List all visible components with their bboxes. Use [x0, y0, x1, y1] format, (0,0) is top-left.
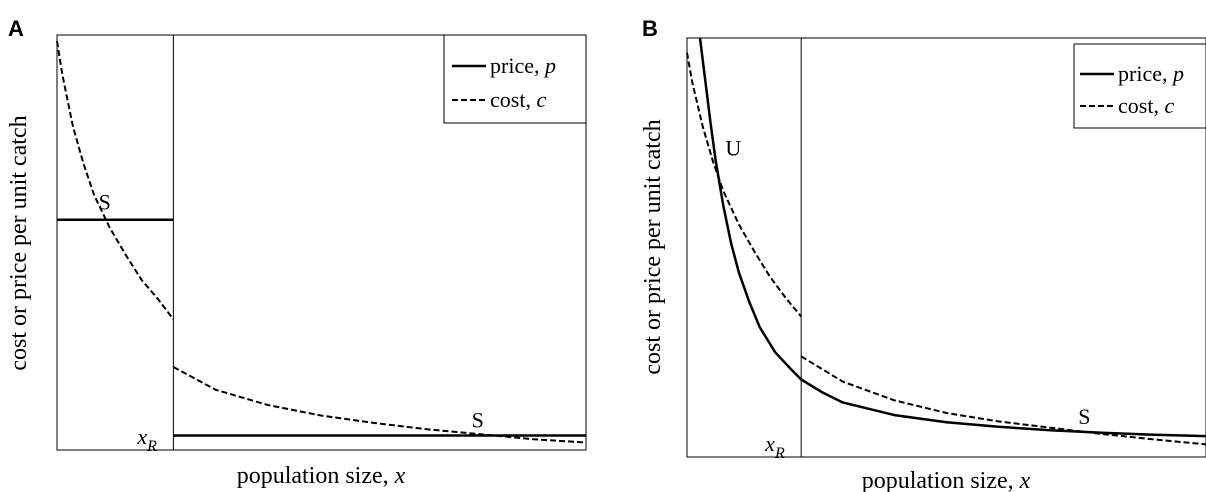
panel-a: A price, p cost, c xR population size, x… [6, 16, 587, 489]
plot-frame-b [686, 37, 1206, 458]
legend-box-a [443, 34, 587, 124]
panel-letter-b: B [642, 16, 658, 41]
x-axis-label-a: population size, x [237, 463, 406, 489]
annotations-a: SS [99, 190, 484, 433]
panel-letter-a: A [8, 16, 24, 41]
cost-line-segment-2-b [800, 355, 1206, 446]
equilibrium-label-2-a: S [472, 407, 484, 432]
panel-b: B price, p cost, c xR population size, x… [640, 16, 1206, 492]
legend-box-b [1073, 43, 1206, 129]
threshold-label-a: xR [136, 424, 157, 455]
y-axis-label-b: cost or price per unit catch [640, 119, 666, 374]
cost-line-segment-2-a [172, 366, 587, 444]
legend-a: price, p cost, c [443, 34, 587, 124]
legend-cost-label-a: cost, c [490, 87, 546, 112]
legend-cost-label-b: cost, c [1118, 93, 1174, 118]
equilibrium-label-1-b: U [725, 136, 741, 161]
cost-line-segment-1-b [686, 52, 802, 318]
x-axis-label-b: population size, x [862, 468, 1031, 492]
plot-frame-a [56, 34, 587, 451]
y-axis-label-a: cost or price per unit catch [6, 115, 32, 370]
series-layer-b [686, 37, 1206, 446]
legend-price-label-a: price, p [490, 53, 556, 78]
legend-b: price, p cost, c [1073, 43, 1206, 129]
legend-price-label-b: price, p [1118, 61, 1184, 86]
threshold-label-b: xR [764, 431, 785, 462]
equilibrium-label-2-b: S [1078, 404, 1090, 429]
annotations-b: US [725, 136, 1090, 429]
cost-line-segment-1-a [56, 41, 175, 320]
series-layer-a [56, 41, 587, 444]
equilibrium-label-1-a: S [99, 190, 111, 215]
